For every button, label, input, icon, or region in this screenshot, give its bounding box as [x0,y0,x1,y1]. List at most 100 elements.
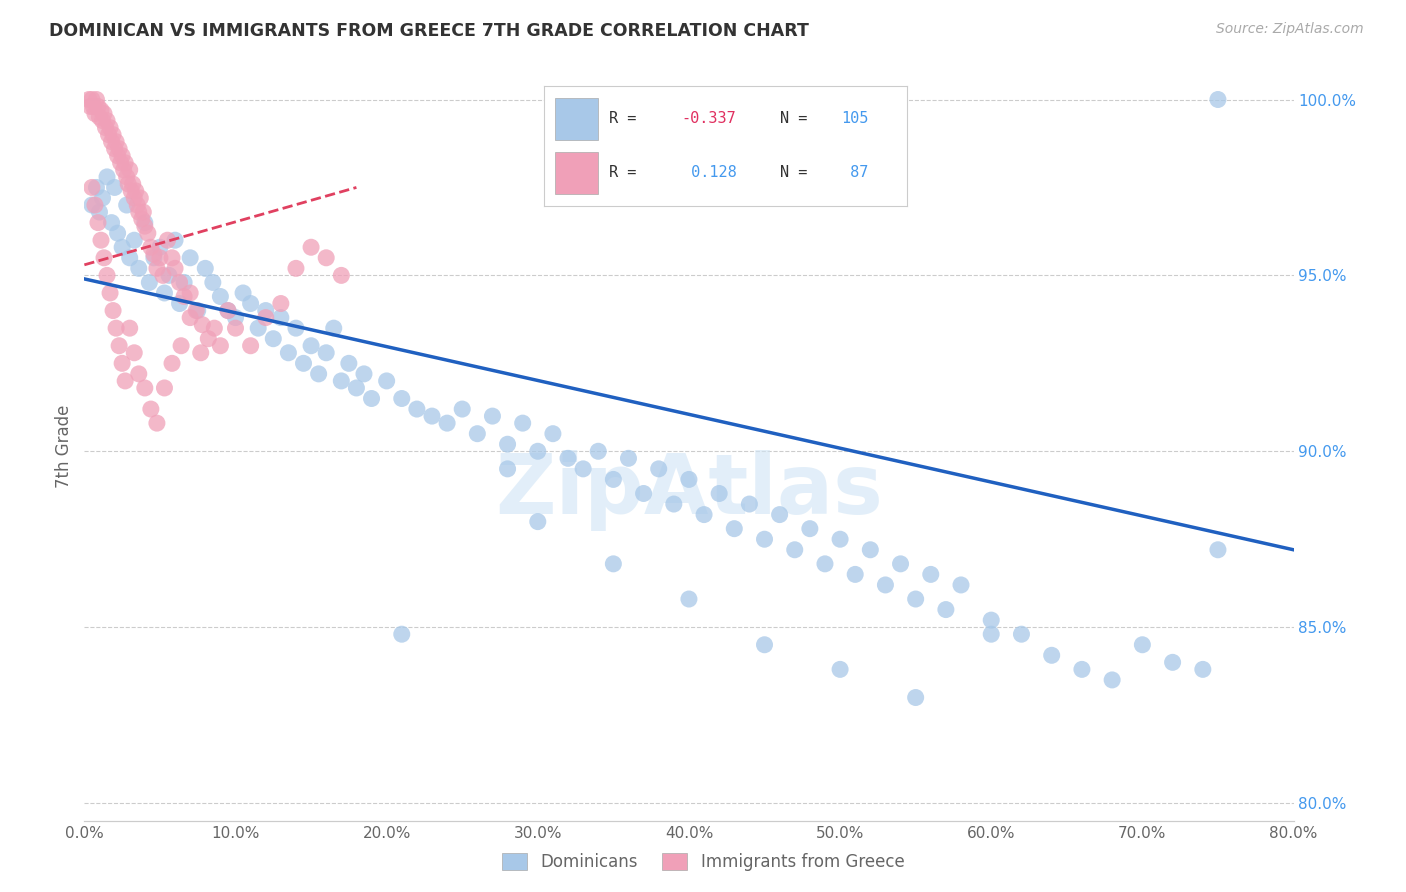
Point [920,567,942,582]
Point [217,303,239,318]
Point [149,240,172,254]
Point [890,557,912,571]
Point [89,110,111,124]
Point [541,426,564,441]
Point [139,402,162,417]
Point [91,113,114,128]
Point [115,198,138,212]
Point [118,162,141,177]
Point [84,106,107,120]
Point [84,198,107,212]
Point [406,402,429,417]
Point [125,184,148,198]
Point [82,99,104,113]
Point [107,226,129,240]
Point [844,567,866,582]
Point [169,276,191,290]
Point [96,268,118,283]
Point [173,276,195,290]
Point [950,578,973,592]
Point [420,409,443,423]
Point [225,321,247,335]
Point [830,533,852,547]
Point [90,103,112,117]
Point [105,135,128,149]
Point [330,268,353,283]
Point [117,177,139,191]
Point [904,690,927,705]
Point [114,374,136,388]
Point [1206,542,1229,557]
Point [179,285,201,300]
Point [859,542,882,557]
Point [118,251,141,265]
Point [86,180,108,194]
Point [527,515,550,529]
Point [121,177,143,191]
Point [512,416,534,430]
Point [617,451,640,466]
Point [107,149,129,163]
Point [87,99,110,113]
Point [114,156,136,170]
Point [375,374,398,388]
Point [299,339,322,353]
Point [134,381,156,395]
Point [1040,648,1063,663]
Point [86,93,108,107]
Point [239,296,262,310]
Point [129,191,152,205]
Point [723,522,745,536]
Point [153,285,176,300]
Point [131,212,153,227]
Point [160,251,183,265]
Point [98,285,121,300]
Point [1101,673,1123,687]
Point [201,276,224,290]
Legend: Dominicans, Immigrants from Greece: Dominicans, Immigrants from Greece [494,845,912,880]
Point [152,268,174,283]
Point [315,345,337,359]
Point [799,522,821,536]
Point [1130,638,1153,652]
Point [105,321,128,335]
Point [169,296,191,310]
Point [149,251,172,265]
Point [87,216,110,230]
Point [353,367,375,381]
Point [139,240,162,254]
Point [633,486,655,500]
Point [904,592,927,607]
Point [128,261,150,276]
Point [128,367,150,381]
Point [108,339,131,353]
Point [754,638,776,652]
Point [136,226,159,240]
Point [91,191,114,205]
Point [100,135,122,149]
Point [254,310,277,325]
Point [134,219,156,234]
Point [209,339,232,353]
Point [527,444,550,458]
Point [814,557,837,571]
Point [122,345,145,359]
Point [202,321,225,335]
Y-axis label: 7th Grade: 7th Grade [55,404,73,488]
Point [90,233,112,247]
Point [112,162,135,177]
Point [693,508,716,522]
Point [830,662,852,676]
Point [127,198,149,212]
Point [146,261,169,276]
Point [330,374,353,388]
Point [451,402,474,417]
Point [225,310,247,325]
Point [308,367,330,381]
Point [738,497,761,511]
Point [122,191,145,205]
Point [239,339,262,353]
Point [346,381,368,395]
Point [77,93,100,107]
Point [111,240,134,254]
